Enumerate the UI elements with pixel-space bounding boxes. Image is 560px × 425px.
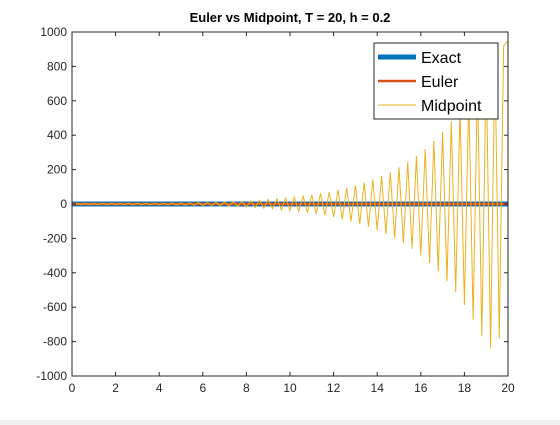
x-tick-label: 14: [371, 381, 385, 395]
y-tick-label: -1000: [36, 369, 67, 383]
x-tick-label: 6: [199, 381, 206, 395]
x-tick-label: 12: [327, 381, 341, 395]
axes: 0 2 4 6 8 10 12 14 16 18 20 1000 800 600 400 200 0 -200 -4…: [36, 25, 515, 395]
series-line-midpoint: [71, 40, 509, 349]
legend-label-midpoint: Midpoint: [421, 98, 482, 115]
x-tick-label: 18: [458, 381, 472, 395]
x-tick-label: 2: [112, 381, 119, 395]
legend: Exact Euler Midpoint: [373, 42, 499, 120]
legend-label-euler: Euler: [421, 74, 459, 91]
y-tick-label: 200: [47, 163, 67, 177]
y-tick-label: 1000: [40, 25, 67, 39]
y-tick-label: 600: [47, 94, 67, 108]
legend-label-exact: Exact: [421, 50, 462, 67]
plot-area: [71, 40, 509, 349]
y-tick-label: -200: [43, 231, 67, 245]
x-tick-label: 10: [283, 381, 297, 395]
y-tick-label: -400: [43, 266, 67, 280]
y-tick-label: -800: [43, 335, 67, 349]
x-tick-label: 20: [501, 381, 515, 395]
x-tick-label: 16: [414, 381, 428, 395]
x-tick-label: 4: [156, 381, 163, 395]
chart-title: Euler vs Midpoint, T = 20, h = 0.2: [190, 10, 391, 25]
x-tick-label: 0: [69, 381, 76, 395]
y-tick-label: 400: [47, 128, 67, 142]
x-tick-label: 8: [243, 381, 250, 395]
y-tick-label: 0: [60, 197, 67, 211]
y-tick-label: 800: [47, 59, 67, 73]
y-tick-label: -600: [43, 300, 67, 314]
